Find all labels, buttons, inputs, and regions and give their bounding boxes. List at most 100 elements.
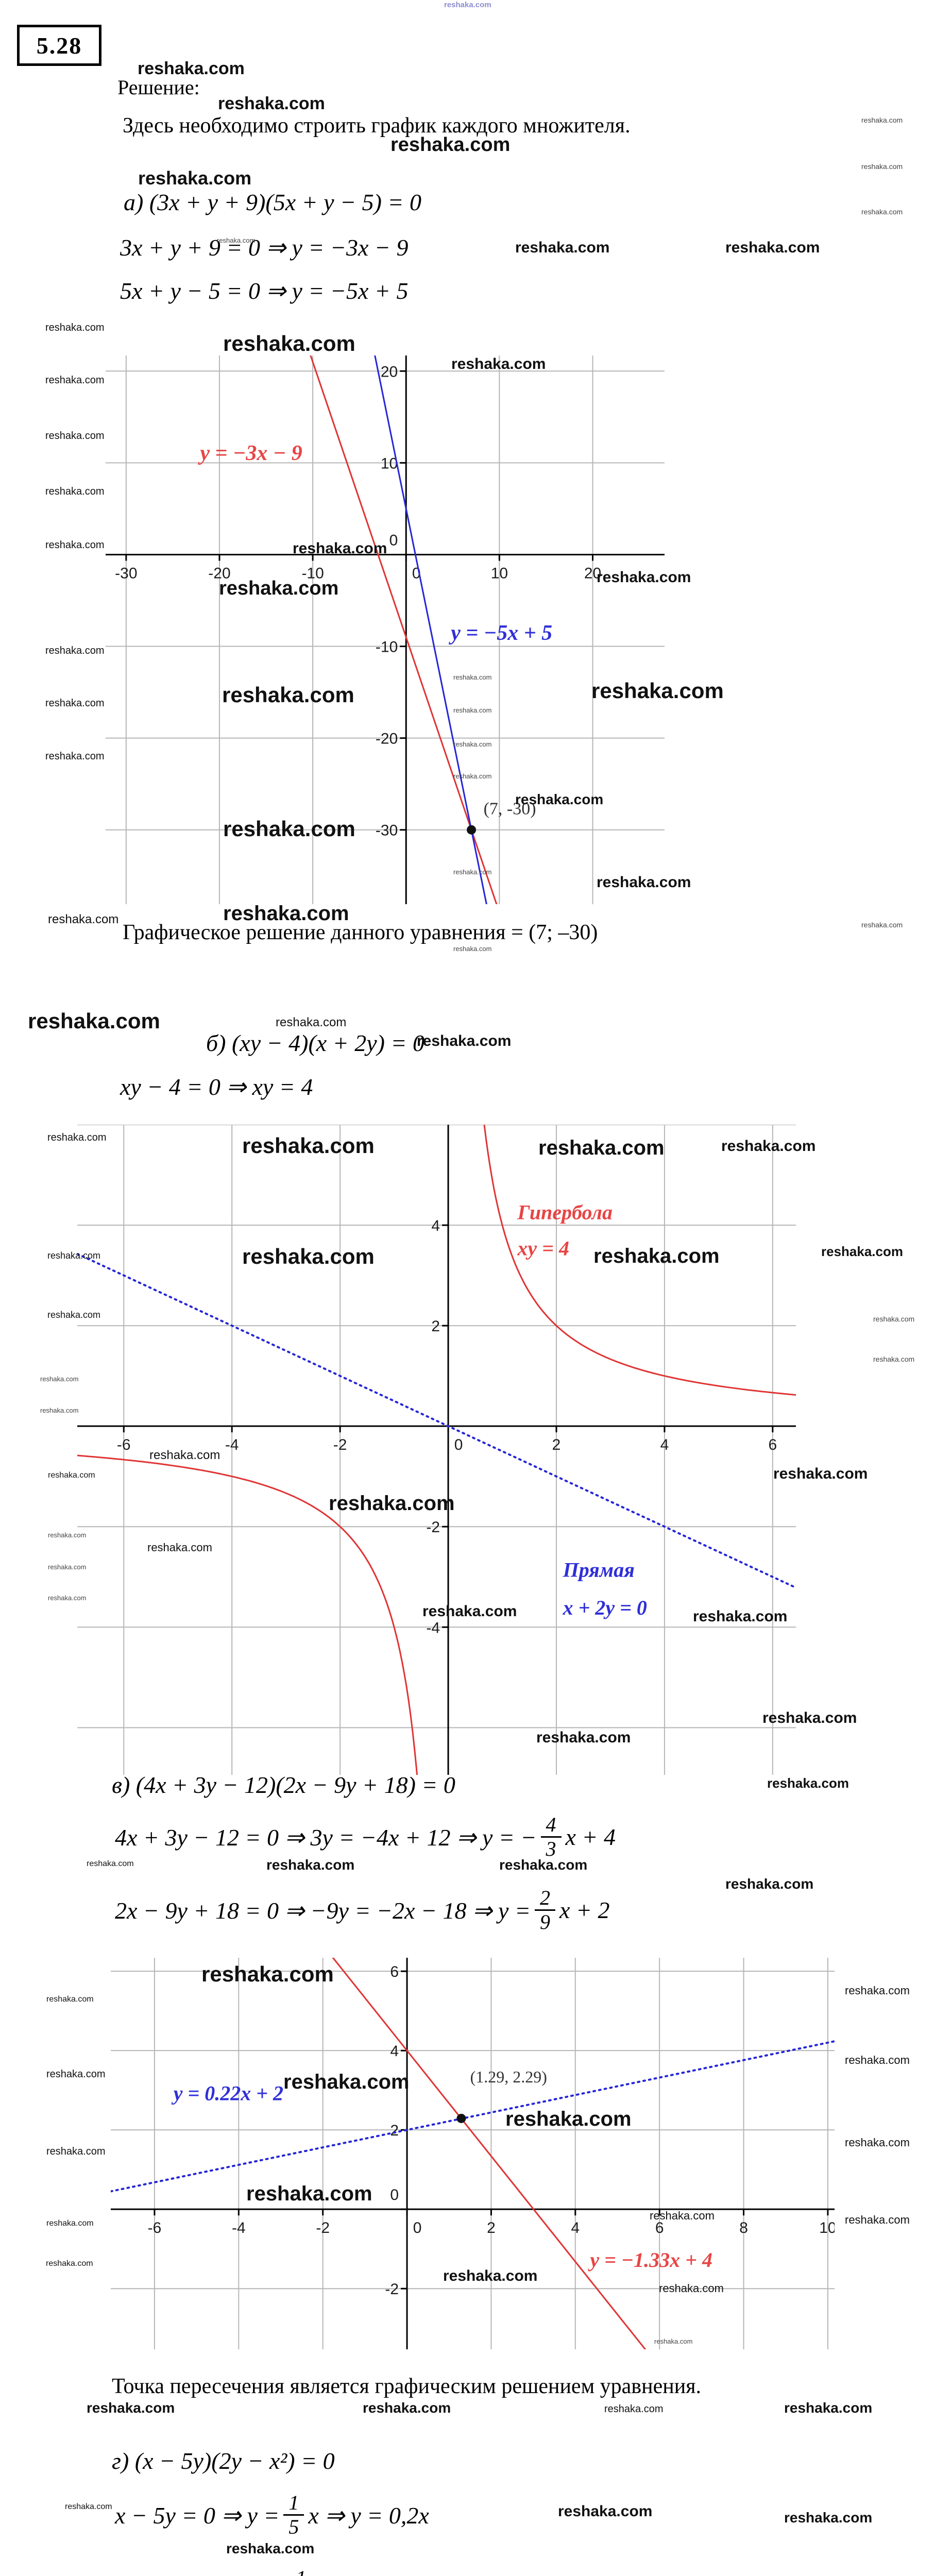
svg-text:4: 4: [390, 2043, 399, 2060]
watermark: reshaka.com: [138, 59, 245, 78]
watermark: reshaka.com: [861, 116, 903, 124]
intro-text: Здесь необходимо строить график каждого …: [123, 114, 631, 138]
equation-b: б) (xy − 4)(x + 2y) = 0: [206, 1030, 425, 1056]
watermark: reshaka.com: [87, 1859, 134, 1868]
fraction: 1 5: [283, 2492, 304, 2538]
watermark: reshaka.com: [762, 1709, 857, 1726]
svg-text:y = −5x + 5: y = −5x + 5: [448, 621, 552, 645]
watermark: reshaka.com: [784, 2510, 873, 2526]
watermark: reshaka.com: [149, 1448, 220, 1462]
watermark: reshaka.com: [453, 868, 492, 876]
svg-text:-4: -4: [225, 1436, 239, 1453]
equation-v-line1-post: x + 4: [565, 1824, 616, 1850]
svg-text:-20: -20: [376, 731, 398, 748]
fraction-denominator: 9: [540, 1910, 550, 1934]
problem-number: 5.28: [36, 32, 82, 59]
equation-b-line1: xy − 4 = 0 ⇒ xy = 4: [120, 1074, 313, 1100]
svg-text:(1.29, 2.29): (1.29, 2.29): [470, 2067, 547, 2086]
equation-g-line1: x − 5y = 0 ⇒ y = 1 5 x ⇒ y = 0,2x: [115, 2492, 429, 2538]
svg-text:4: 4: [431, 1217, 440, 1234]
watermark: reshaka.com: [693, 1608, 788, 1625]
watermark: reshaka.com: [453, 945, 492, 953]
svg-text:6: 6: [655, 2219, 664, 2236]
svg-text:-4: -4: [426, 1619, 440, 1636]
svg-text:y = −1.33x + 4: y = −1.33x + 4: [588, 2248, 712, 2272]
svg-text:-2: -2: [426, 1519, 440, 1536]
watermark: reshaka.com: [87, 2400, 175, 2416]
svg-text:8: 8: [739, 2219, 748, 2236]
watermark: reshaka.com: [767, 1775, 849, 1791]
svg-text:-2: -2: [333, 1436, 347, 1453]
watermark: reshaka.com: [217, 236, 256, 244]
watermark: reshaka.com: [721, 1138, 816, 1155]
watermark: reshaka.com: [499, 1857, 588, 1873]
watermark: reshaka.com: [219, 578, 339, 599]
watermark: reshaka.com: [873, 1315, 915, 1323]
fraction: 4 3: [540, 1814, 562, 1860]
equation-v: в) (4x + 3y − 12)(2x − 9y + 18) = 0: [112, 1772, 455, 1798]
watermark: reshaka.com: [453, 673, 492, 681]
watermark: reshaka.com: [845, 2054, 910, 2066]
svg-text:6: 6: [769, 1436, 777, 1453]
watermark: reshaka.com: [246, 2182, 372, 2205]
watermark: reshaka.com: [659, 2282, 724, 2295]
equation-v-line2: 2x − 9y + 18 = 0 ⇒ −9y = −2x − 18 ⇒ y = …: [115, 1887, 609, 1934]
equation-g-line2: 2y − x² = 0 ⇒ y = 1 2 x² ⇒ y = 0,5x²: [115, 2567, 450, 2576]
equation-v-line2-post: x + 2: [559, 1897, 610, 1923]
watermark: reshaka.com: [453, 740, 492, 748]
fraction: 2 9: [535, 1887, 555, 1934]
watermark: reshaka.com: [48, 1471, 95, 1480]
watermark: reshaka.com: [46, 2219, 94, 2228]
svg-text:-6: -6: [148, 2219, 162, 2236]
watermark: reshaka.com: [48, 1531, 87, 1539]
svg-text:4: 4: [571, 2219, 580, 2236]
equation-g: г) (x − 5y)(2y − x²) = 0: [112, 2448, 335, 2474]
equation-a-line2: 5x + y − 5 = 0 ⇒ y = −5x + 5: [120, 278, 409, 304]
svg-text:2: 2: [431, 1318, 440, 1335]
watermark: reshaka.com: [861, 162, 903, 171]
svg-text:-30: -30: [376, 822, 398, 839]
svg-text:2: 2: [552, 1436, 561, 1453]
watermark: reshaka.com: [48, 912, 119, 926]
svg-text:0: 0: [454, 1436, 463, 1453]
watermark: reshaka.com: [873, 1355, 915, 1363]
fraction: 1 2: [291, 2567, 311, 2576]
watermark: reshaka.com: [363, 2400, 451, 2416]
watermark: reshaka.com: [28, 1009, 160, 1033]
watermark: reshaka.com: [591, 679, 724, 703]
watermark: reshaka.com: [46, 2146, 106, 2157]
watermark: reshaka.com: [46, 1995, 94, 2004]
watermark: reshaka.com: [242, 1133, 375, 1158]
watermark: reshaka.com: [505, 2108, 632, 2130]
svg-text:-4: -4: [232, 2219, 246, 2236]
watermark: reshaka.com: [845, 2136, 910, 2149]
watermark: reshaka.com: [654, 2337, 693, 2345]
svg-text:10: 10: [819, 2219, 835, 2236]
svg-text:x + 2y = 0: x + 2y = 0: [563, 1596, 647, 1619]
watermark: reshaka.com: [45, 645, 105, 656]
watermark: reshaka.com: [45, 486, 105, 497]
svg-text:Гипербола: Гипербола: [517, 1200, 613, 1224]
svg-text:y = 0.22x + 2: y = 0.22x + 2: [172, 2081, 283, 2105]
watermark: reshaka.com: [861, 208, 903, 216]
watermark: reshaka.com: [45, 322, 105, 333]
solution-label: Решение:: [117, 76, 200, 99]
svg-text:-20: -20: [208, 565, 230, 582]
watermark: reshaka.com: [422, 1603, 517, 1620]
watermark: reshaka.com: [46, 2259, 93, 2268]
watermark: reshaka.com: [451, 355, 546, 372]
equation-g-line1-post: x ⇒ y = 0,2x: [308, 2502, 429, 2529]
watermark: reshaka.com: [329, 1492, 455, 1515]
watermark: reshaka.com: [48, 1594, 87, 1602]
equation-v-line1: 4x + 3y − 12 = 0 ⇒ 3y = −4x + 12 ⇒ y = −…: [115, 1814, 616, 1860]
svg-text:0: 0: [389, 532, 398, 549]
watermark: reshaka.com: [453, 772, 492, 780]
watermark: reshaka.com: [597, 874, 691, 891]
caption-v: Точка пересечения является графическим р…: [112, 2375, 702, 2398]
svg-text:-2: -2: [316, 2219, 330, 2236]
watermark: reshaka.com: [65, 2502, 112, 2511]
watermark: reshaka.com: [283, 2071, 410, 2093]
watermark: reshaka.com: [47, 1132, 107, 1143]
watermark: reshaka.com: [845, 1984, 910, 1997]
